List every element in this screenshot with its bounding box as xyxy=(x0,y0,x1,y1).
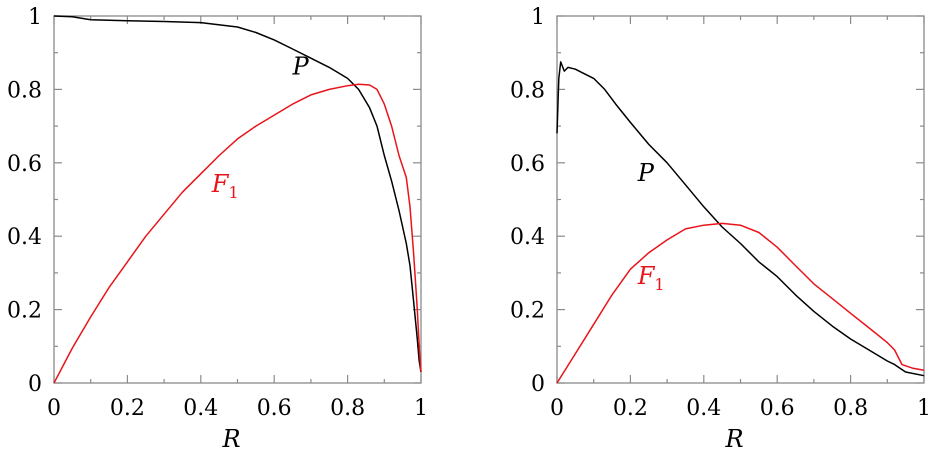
x-tick-label: 0.4 xyxy=(686,396,721,421)
y-tick-label: 0.8 xyxy=(510,78,545,103)
chart-panel-1: 0 0.2 0.4 0.6 0.8 1 0 0.2 0.4 0.6 0.8 1 R P F1 xyxy=(7,5,428,453)
series-line-f1 xyxy=(557,223,924,383)
x-tick-label: 0.8 xyxy=(833,396,868,421)
y-tick-label: 0.2 xyxy=(510,299,545,324)
series-line-f1 xyxy=(54,84,421,383)
y-tick-label: 0.6 xyxy=(7,152,42,177)
x-axis-label: R xyxy=(221,425,240,453)
x-axis-label: R xyxy=(724,425,743,453)
y-tick-label: 0.4 xyxy=(7,225,42,250)
x-tick-label: 0 xyxy=(47,396,61,421)
y-tick-label: 1 xyxy=(28,5,42,30)
y-tick-label: 0.4 xyxy=(510,225,545,250)
x-tick-label: 0.2 xyxy=(110,396,145,421)
y-tick-label: 0 xyxy=(28,372,42,397)
y-tick-label: 0.6 xyxy=(510,152,545,177)
x-tick-label: 0.4 xyxy=(183,396,218,421)
series-label-f1: F1 xyxy=(637,262,665,294)
series-label-f1: F1 xyxy=(211,170,239,202)
x-tick-label: 0 xyxy=(550,396,564,421)
x-tick-label: 0.8 xyxy=(330,396,365,421)
x-tick-label: 1 xyxy=(917,396,931,421)
series-label-p: P xyxy=(292,53,310,81)
y-tick-label: 1 xyxy=(531,5,545,30)
x-tick-label: 1 xyxy=(414,396,428,421)
y-tick-label: 0.2 xyxy=(7,299,42,324)
x-tick-label: 0.6 xyxy=(257,396,292,421)
x-tick-label: 0.2 xyxy=(613,396,648,421)
x-tick-label: 0.6 xyxy=(760,396,795,421)
series-label-p: P xyxy=(637,159,655,187)
y-tick-label: 0.8 xyxy=(7,78,42,103)
chart-panel-2: 0 0.2 0.4 0.6 0.8 1 0 0.2 0.4 0.6 0.8 1 R P F1 xyxy=(510,5,931,453)
y-tick-label: 0 xyxy=(531,372,545,397)
